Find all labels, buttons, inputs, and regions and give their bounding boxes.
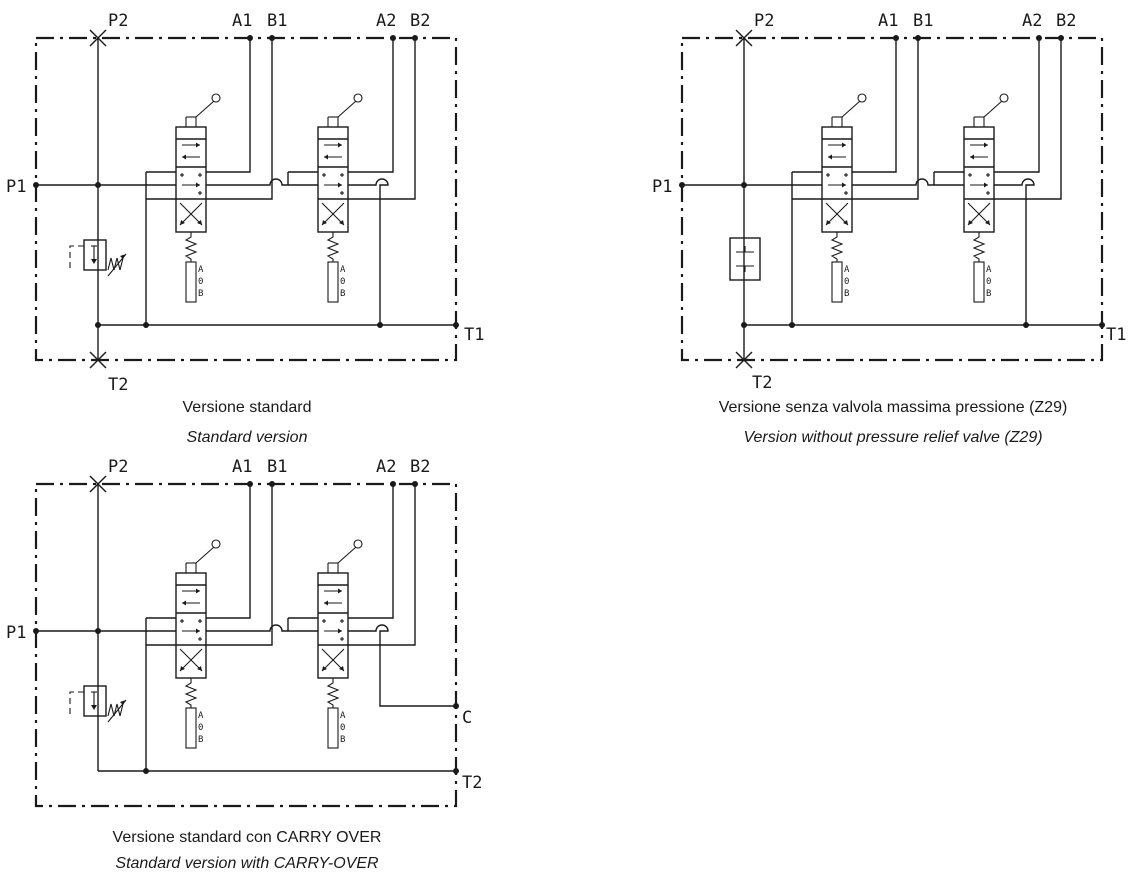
- svg-text:B: B: [198, 735, 203, 745]
- plug-symbol: [729, 237, 761, 281]
- caption-italian: Versione standard con CARRY OVER: [113, 829, 382, 846]
- p2-plug-icon: [89, 475, 107, 493]
- port-t1-label: T1: [464, 325, 484, 345]
- p2-plug-icon: [735, 29, 753, 47]
- svg-text:A: A: [198, 711, 204, 721]
- port-p2-label: P2: [108, 457, 128, 477]
- port-p1-label: P1: [652, 177, 672, 197]
- svg-text:A: A: [340, 265, 346, 275]
- port-t2-label: T2: [108, 375, 128, 395]
- svg-text:B: B: [844, 289, 849, 299]
- port-b1-label: B1: [267, 11, 287, 31]
- port-t2-label: T2: [752, 373, 772, 393]
- svg-text:A: A: [198, 265, 204, 275]
- svg-text:B: B: [986, 289, 991, 299]
- caption-italian: Versione standard: [183, 399, 312, 416]
- svg-text:B: B: [198, 289, 203, 299]
- svg-text:0: 0: [340, 277, 345, 287]
- schematic-standard: A 0 B A 0 B P2 A1 B1 A2 B2 P1 T1 T2 Vers…: [6, 11, 484, 446]
- schematic-carry-over: A 0 B A 0 B P2 A1 B1 A2 B2 P1 C T2 Versi…: [6, 457, 482, 872]
- port-t2-label: T2: [462, 773, 482, 793]
- svg-text:0: 0: [340, 723, 345, 733]
- port-p1-label: P1: [6, 177, 26, 197]
- port-b1-label: B1: [913, 11, 933, 31]
- svg-text:A: A: [986, 265, 992, 275]
- p2-plug-icon: [89, 29, 107, 47]
- port-b1-label: B1: [267, 457, 287, 477]
- caption-english: Standard version with CARRY-OVER: [115, 855, 379, 872]
- svg-text:0: 0: [198, 723, 203, 733]
- spool-position-labels: A 0 B A 0 B: [198, 711, 346, 745]
- svg-text:A: A: [340, 711, 346, 721]
- caption-english: Version without pressure relief valve (Z…: [743, 429, 1042, 446]
- t2-plug-icon: [89, 351, 107, 369]
- port-p2-label: P2: [108, 11, 128, 31]
- port-b2-label: B2: [410, 457, 430, 477]
- port-a2-label: A2: [1022, 11, 1042, 31]
- spool-position-labels: A 0 B A 0 B: [198, 265, 346, 299]
- t2-plug-icon: [735, 351, 753, 369]
- port-c-label: C: [462, 708, 472, 728]
- port-p1-label: P1: [6, 623, 26, 643]
- schematic-without-relief-valve: A 0 B A 0 B P2 A1 B1 A2 B2 P1 T1 T2 Vers…: [652, 11, 1126, 446]
- port-a2-label: A2: [376, 11, 396, 31]
- port-a1-label: A1: [878, 11, 898, 31]
- spool-position-labels: A 0 B A 0 B: [844, 265, 992, 299]
- port-a1-label: A1: [232, 11, 252, 31]
- svg-text:B: B: [340, 289, 345, 299]
- svg-text:0: 0: [198, 277, 203, 287]
- svg-text:0: 0: [986, 277, 991, 287]
- port-t1-label: T1: [1106, 325, 1126, 345]
- svg-text:0: 0: [844, 277, 849, 287]
- frame: [34, 36, 458, 362]
- caption-english: Standard version: [187, 429, 308, 446]
- port-p2-label: P2: [754, 11, 774, 31]
- junction-dots: [33, 35, 459, 328]
- port-a2-label: A2: [376, 457, 396, 477]
- svg-text:A: A: [844, 265, 850, 275]
- port-b2-label: B2: [410, 11, 430, 31]
- junction-dots: [33, 481, 459, 774]
- caption-italian: Versione senza valvola massima pressione…: [719, 399, 1068, 416]
- junction-dots: [679, 35, 1105, 328]
- port-a1-label: A1: [232, 457, 252, 477]
- svg-text:B: B: [340, 735, 345, 745]
- port-b2-label: B2: [1056, 11, 1076, 31]
